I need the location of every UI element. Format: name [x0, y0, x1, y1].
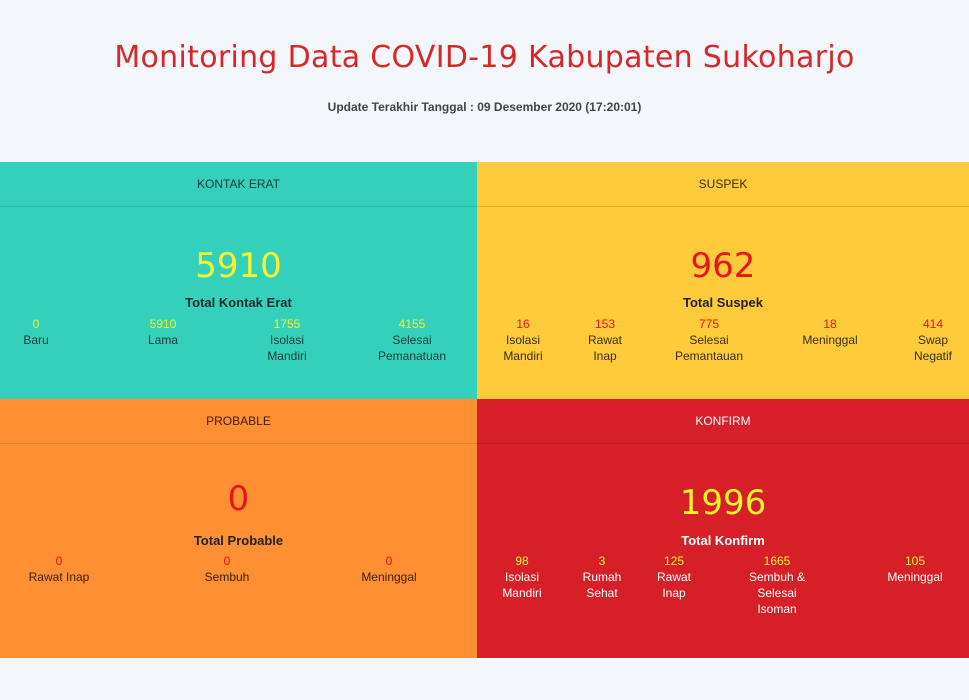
stat-label: Meninggal	[887, 570, 943, 584]
stat-label: Selesai Pemantauan	[674, 333, 744, 363]
stat-label: Rawat Inap	[28, 570, 90, 584]
konfirm-stat-meninggal: 105 Meninggal	[873, 553, 957, 585]
stat-label: Baru	[23, 333, 49, 347]
suspek-stat-rawat-inap: 153 Rawat Inap	[575, 316, 635, 364]
kontak-erat-panel: KONTAK ERAT 5910 Total Kontak Erat 0 Bar…	[0, 162, 477, 399]
stat-label: Isolasi Mandiri	[502, 570, 542, 600]
suspek-header: SUSPEK	[477, 162, 969, 207]
kontak-stat-selesai-pemantauan: 4155 Selesai Pemanatuan	[362, 316, 462, 364]
last-update-text: Update Terakhir Tanggal : 09 Desember 20…	[327, 100, 642, 114]
stat-value: 16	[516, 317, 530, 331]
stat-value: 1755	[273, 317, 301, 331]
kontak-erat-total: 5910	[195, 246, 282, 286]
stat-value: 0	[55, 554, 63, 568]
stat-label: Isolasi Mandiri	[503, 333, 543, 363]
konfirm-stat-isolasi-mandiri: 98 Isolasi Mandiri	[493, 553, 551, 601]
konfirm-total-label: Total Konfirm	[681, 533, 765, 548]
konfirm-stat-rumah-sehat: 125 3 Rumah Sehat	[573, 553, 631, 601]
stat-value: 0	[223, 554, 231, 568]
stat-value: 414	[922, 317, 944, 331]
stat-value: 125	[663, 554, 685, 568]
stat-value: 105	[904, 554, 926, 568]
stat-value: 0	[32, 317, 40, 331]
stat-value: 5910	[149, 317, 177, 331]
probable-stat-rawat-inap: 0 Rawat Inap	[14, 553, 104, 585]
stat-value: 0	[385, 554, 393, 568]
konfirm-stat-sembuh-selesai-isoman: 1665 Sembuh & Selesai Isoman	[739, 553, 815, 617]
stat-value: 775	[698, 317, 720, 331]
probable-total-label: Total Probable	[193, 533, 284, 548]
stat-value: 1665	[763, 554, 791, 568]
suspek-panel: SUSPEK 962 Total Suspek 16 Isolasi Mandi…	[477, 162, 969, 399]
probable-stat-sembuh: 0 Sembuh	[182, 553, 272, 585]
probable-total: 0	[227, 479, 250, 519]
stat-value: 3	[598, 554, 606, 568]
stat-label: Swap Negatif	[913, 333, 953, 363]
stat-value: 4155	[398, 317, 426, 331]
stat-label: Sembuh	[204, 570, 250, 584]
stat-label: Rumah Sehat	[582, 570, 622, 600]
stat-label: Meninggal	[361, 570, 417, 584]
kontak-stat-isolasi-mandiri: 1755 Isolasi Mandiri	[252, 316, 322, 364]
suspek-stat-selesai-pemantauan: 775 Selesai Pemantauan	[659, 316, 759, 364]
konfirm-header: KONFIRM	[477, 399, 969, 444]
konfirm-panel: KONFIRM 1996 Total Konfirm 98 Isolasi Ma…	[477, 399, 969, 658]
konfirm-stat-rawat-inap: 125 Rawat Inap	[645, 553, 703, 601]
stat-label: Lama	[147, 333, 179, 347]
suspek-stat-isolasi-mandiri: 16 Isolasi Mandiri	[493, 316, 553, 364]
probable-stat-meninggal: 0 Meninggal	[344, 553, 434, 585]
stat-value: 98	[515, 554, 529, 568]
suspek-stat-meninggal: 18 Meninggal	[785, 316, 875, 348]
suspek-total-label: Total Suspek	[683, 295, 763, 310]
page-title: Monitoring Data COVID-19 Kabupaten Sukoh…	[114, 40, 855, 75]
stat-value: 18	[823, 317, 837, 331]
konfirm-total: 1996	[679, 483, 767, 523]
stat-label: Meninggal	[802, 333, 858, 347]
suspek-stat-swap-negatif: 414 Swap Negatif	[901, 316, 965, 364]
probable-header: PROBABLE	[0, 399, 477, 444]
stat-label: Rawat Inap	[587, 333, 622, 363]
stat-label: Selesai Pemanatuan	[377, 333, 447, 363]
stat-label: Rawat Inap	[656, 570, 691, 600]
stat-value: 153	[594, 317, 616, 331]
kontak-stat-baru: 0 Baru	[16, 316, 56, 348]
suspek-total: 962	[690, 246, 756, 286]
kontak-stat-lama: 5910 Lama	[138, 316, 188, 348]
kontak-erat-header: KONTAK ERAT	[0, 162, 477, 207]
probable-panel: PROBABLE 0 Total Probable 0 Rawat Inap 0…	[0, 399, 477, 658]
stat-label: Isolasi Mandiri	[267, 333, 307, 363]
stat-label: Sembuh & Selesai Isoman	[748, 570, 806, 616]
kontak-erat-total-label: Total Kontak Erat	[185, 295, 292, 310]
